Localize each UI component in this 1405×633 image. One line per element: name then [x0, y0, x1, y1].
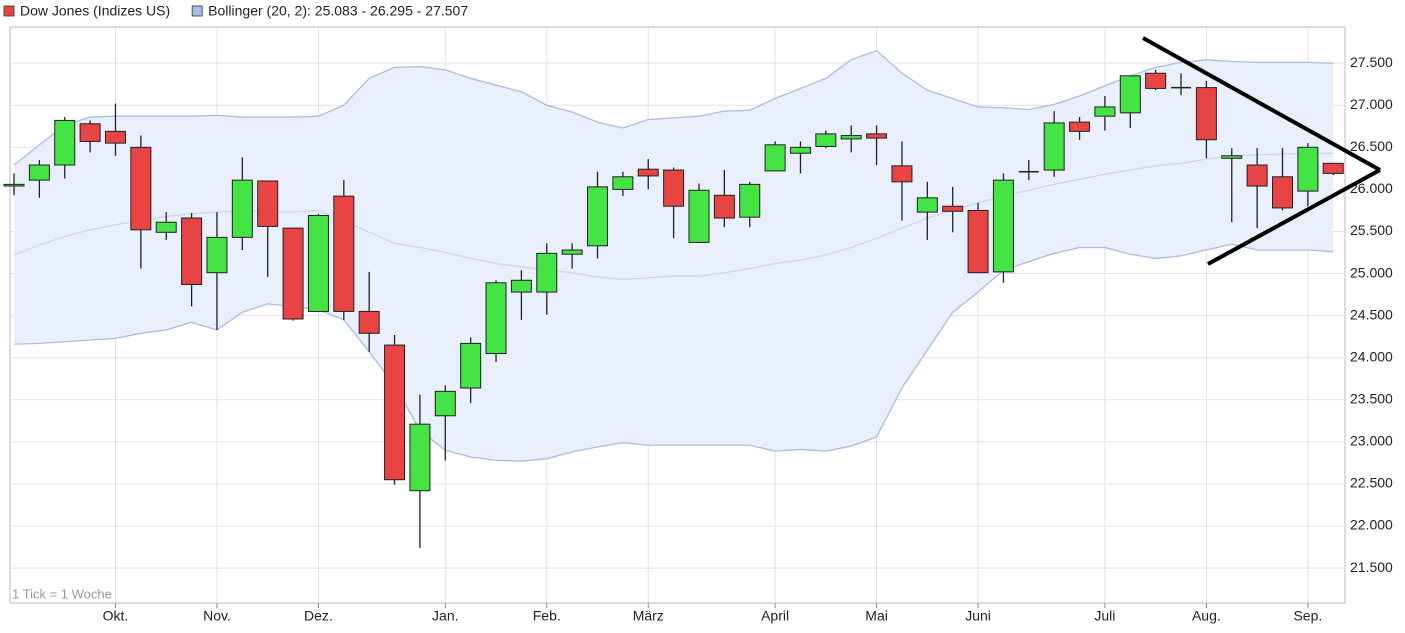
y-tick-label: 23.000 [1350, 433, 1393, 449]
candle-body [612, 176, 634, 190]
x-tick-label: Nov. [203, 608, 231, 624]
candle-body [536, 252, 558, 293]
candle-body [764, 144, 786, 172]
y-tick-label: 21.500 [1350, 559, 1393, 575]
bollinger-lower [13, 243, 1334, 462]
x-tick-label: Juli [1094, 608, 1115, 624]
candle-body [1322, 162, 1344, 174]
candle-body [358, 310, 380, 334]
y-tick-label: 22.000 [1350, 517, 1393, 533]
x-tick-label: Jan. [432, 608, 458, 624]
x-tick-label: Juni [965, 608, 991, 624]
y-tick-label: 26.500 [1350, 138, 1393, 154]
candle-body [688, 189, 710, 243]
candle-body [79, 123, 101, 142]
legend-swatch [191, 5, 203, 17]
y-tick-label: 25.500 [1350, 222, 1393, 238]
x-tick-label: Mai [865, 608, 888, 624]
candle-body [333, 195, 355, 312]
candle-body [1043, 122, 1065, 171]
legend-swatch [3, 5, 15, 17]
candle-body [257, 180, 279, 227]
bollinger-upper [13, 49, 1334, 166]
candle-body [1195, 87, 1217, 141]
candle-body [409, 423, 431, 492]
y-tick-label: 27.000 [1350, 96, 1393, 112]
candle-body [282, 227, 304, 320]
y-tick-label: 24.500 [1350, 306, 1393, 322]
x-tick-label: März [633, 608, 664, 624]
x-tick-label: April [761, 608, 789, 624]
candle-body [942, 205, 964, 212]
y-tick-label: 24.000 [1350, 348, 1393, 364]
candle-body [130, 146, 152, 231]
candle-body [992, 179, 1014, 273]
candle-body [434, 390, 456, 417]
candle-body [155, 221, 177, 233]
candle-body [815, 133, 837, 147]
candle-body [485, 282, 507, 354]
candle-body [104, 130, 126, 144]
bollinger-band [14, 50, 1334, 462]
candle-body [713, 194, 735, 219]
candle-body [561, 249, 583, 255]
candle-body [3, 183, 25, 187]
legend-label: Dow Jones (Indizes US) [20, 3, 170, 19]
candle-body [510, 279, 532, 293]
candle-body [1119, 75, 1141, 114]
annotation: 1 Tick = 1 Woche [12, 586, 112, 601]
candle-body [28, 164, 50, 181]
candle-body [663, 169, 685, 207]
y-tick-label: 25.000 [1350, 264, 1393, 280]
candle-body [307, 214, 329, 312]
candle-body [1145, 72, 1167, 89]
candle-body [1069, 121, 1091, 132]
candle-body [1297, 146, 1319, 192]
x-tick-label: Feb. [533, 608, 561, 624]
candle-body [460, 342, 482, 389]
candle-body [1246, 164, 1268, 187]
x-tick-label: Sep. [1293, 608, 1322, 624]
legend: Dow Jones (Indizes US) Bollinger (20, 2):… [3, 3, 468, 19]
trend-line [1142, 36, 1381, 172]
candle-body [866, 133, 888, 139]
x-tick-label: Aug. [1192, 608, 1221, 624]
candle-body [1272, 176, 1293, 209]
y-tick-label: 27.500 [1350, 54, 1393, 70]
candle-body [739, 183, 761, 218]
candle-body [637, 168, 659, 177]
candle-body [231, 179, 253, 238]
y-tick-label: 26.000 [1350, 180, 1393, 196]
candle-body [916, 197, 938, 213]
legend-label: Bollinger (20, 2): 25.083 - 26.295 - 27.… [208, 3, 468, 19]
candle-body [891, 165, 913, 183]
candle-body [967, 209, 989, 274]
candle-body [54, 119, 76, 166]
candle-body [789, 146, 811, 154]
candle-body [840, 135, 862, 140]
candle-body [181, 217, 203, 285]
candle-body [384, 344, 406, 481]
x-tick-label: Okt. [103, 608, 129, 624]
candle-body [1221, 155, 1243, 159]
candle-body [1094, 106, 1116, 117]
y-tick-label: 23.500 [1350, 390, 1393, 406]
trend-line [1207, 168, 1381, 266]
candle-body [587, 186, 609, 247]
x-tick-label: Dez. [304, 608, 333, 624]
candle-body [206, 236, 228, 274]
y-tick-label: 22.500 [1350, 475, 1393, 491]
